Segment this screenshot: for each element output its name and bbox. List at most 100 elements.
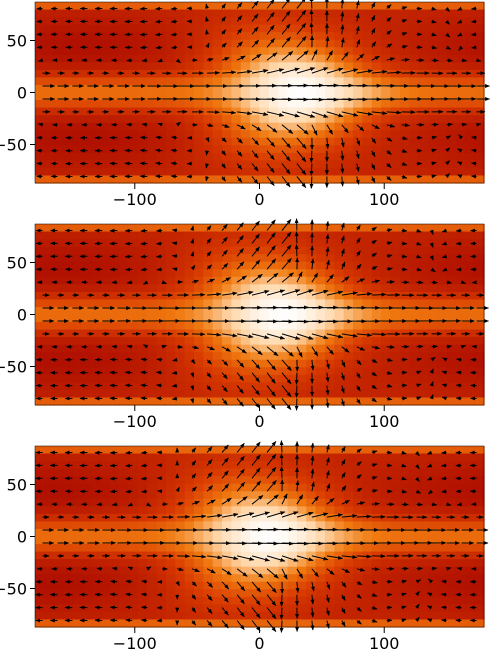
heatmap-cell	[390, 231, 401, 240]
wind-vector	[455, 254, 462, 259]
wind-vector	[266, 607, 277, 620]
heatmap-cell	[231, 9, 242, 18]
heatmap-cell	[44, 382, 55, 391]
heatmap-cell	[222, 498, 233, 507]
heatmap-cell	[212, 54, 223, 63]
heatmap-cell	[474, 77, 485, 86]
wind-vector	[251, 398, 260, 409]
heatmap-cell	[53, 374, 64, 383]
wind-vector	[325, 233, 330, 244]
heatmap-cell	[334, 231, 345, 240]
heatmap-cell	[399, 62, 410, 71]
heatmap-cell	[63, 69, 74, 79]
heatmap-cell	[175, 589, 186, 598]
heatmap-cell	[128, 167, 139, 177]
heatmap-cell	[156, 137, 167, 146]
heatmap-cell	[184, 167, 195, 177]
heatmap-cell	[81, 69, 92, 79]
heatmap-cell	[147, 254, 158, 263]
heatmap-cell	[100, 145, 111, 154]
heatmap-cell	[399, 246, 410, 255]
heatmap-cell	[446, 167, 457, 177]
heatmap-cell	[72, 589, 83, 598]
heatmap-cell	[147, 322, 158, 331]
heatmap-cell	[81, 261, 92, 270]
heatmap-cell	[44, 231, 55, 240]
heatmap-cell	[81, 54, 92, 63]
heatmap-cell	[381, 152, 392, 161]
heatmap-cell	[371, 17, 382, 26]
heatmap-cell	[268, 175, 279, 184]
heatmap-cell	[53, 446, 64, 455]
heatmap-cell	[353, 115, 363, 124]
heatmap-cell	[100, 54, 111, 63]
heatmap-cell	[222, 528, 233, 538]
heatmap-cell	[399, 145, 410, 154]
heatmap-cell	[399, 9, 410, 18]
heatmap-cell	[371, 145, 382, 154]
heatmap-cell	[268, 100, 279, 109]
heatmap-cell	[165, 39, 176, 48]
heatmap-cell	[371, 397, 382, 406]
heatmap-cell	[371, 47, 382, 56]
heatmap-cell	[381, 130, 392, 139]
heatmap-cell	[465, 506, 476, 515]
heatmap-cell	[390, 498, 401, 507]
wind-vector	[341, 346, 350, 353]
heatmap-cell	[203, 374, 214, 383]
heatmap-cell	[474, 596, 485, 605]
heatmap-cell	[446, 476, 457, 485]
heatmap-cell	[53, 566, 64, 575]
heatmap-cell	[418, 521, 429, 530]
heatmap-cell	[334, 397, 345, 406]
heatmap-cell	[446, 17, 457, 26]
heatmap-cell	[119, 337, 130, 346]
wind-vector	[281, 163, 291, 175]
heatmap-cell	[35, 261, 45, 270]
wind-vector	[445, 135, 452, 140]
heatmap-cell	[72, 566, 83, 575]
heatmap-cell	[409, 2, 420, 11]
heatmap-cell	[240, 453, 251, 462]
heatmap-cell	[474, 239, 485, 248]
heatmap-cell	[315, 337, 326, 346]
heatmap-cell	[194, 175, 204, 184]
heatmap-cell	[63, 389, 74, 399]
wind-vector	[221, 3, 226, 9]
heatmap-cell	[399, 337, 410, 346]
wind-vector	[296, 111, 316, 118]
wind-vector	[155, 135, 163, 140]
heatmap-cell	[427, 32, 438, 41]
heatmap-cell	[324, 329, 335, 338]
wind-vector	[371, 397, 377, 403]
heatmap-cell	[268, 84, 279, 94]
wind-vector	[236, 346, 247, 354]
heatmap-cell	[203, 559, 214, 568]
heatmap-cell	[137, 92, 148, 101]
wind-vector	[441, 254, 448, 259]
heatmap-cell	[212, 513, 223, 523]
heatmap-cell	[381, 619, 392, 628]
heatmap-cell	[278, 581, 289, 590]
heatmap-cell	[306, 130, 317, 139]
wind-vector	[205, 29, 210, 35]
heatmap-cell	[381, 47, 392, 56]
heatmap-cell	[128, 461, 139, 470]
heatmap-cell	[240, 261, 251, 270]
heatmap-cell	[353, 476, 363, 485]
heatmap-cell	[268, 344, 279, 353]
heatmap-cell	[165, 389, 176, 399]
heatmap-cell	[63, 167, 74, 177]
heatmap-cell	[353, 84, 363, 94]
heatmap-cell	[343, 175, 354, 184]
heatmap-cell	[324, 62, 335, 71]
heatmap-cell	[100, 382, 111, 391]
y-tick-label: 0	[17, 84, 27, 103]
heatmap-cell	[334, 32, 345, 41]
heatmap-cell	[381, 137, 392, 146]
heatmap-cell	[353, 367, 363, 376]
heatmap-cell	[119, 92, 130, 101]
wind-vector	[441, 579, 447, 584]
x-tick-label: −100	[113, 412, 157, 431]
heatmap-cell	[44, 389, 55, 399]
